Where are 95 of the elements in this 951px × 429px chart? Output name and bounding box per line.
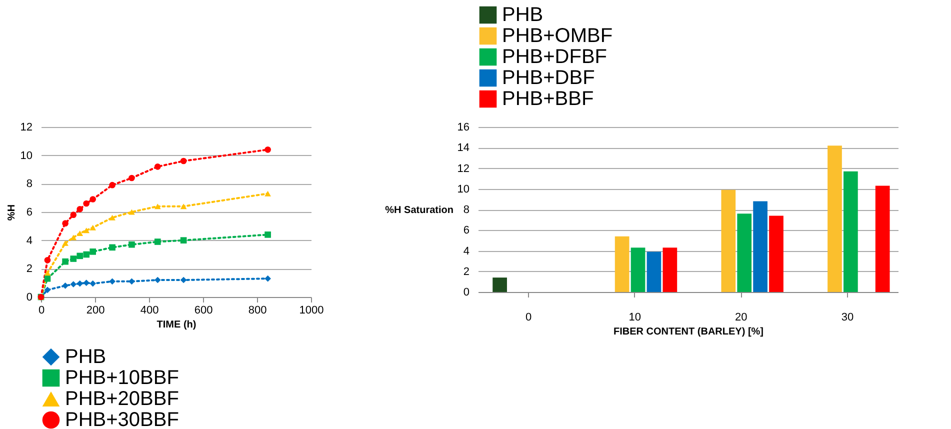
point	[70, 234, 77, 240]
point	[109, 182, 116, 188]
bar	[753, 201, 768, 292]
y-tick-label: 6	[26, 206, 32, 218]
point	[70, 256, 77, 262]
point	[83, 200, 90, 207]
legend-label: PHB+20BBF	[65, 388, 179, 410]
y-tick-label: 10	[457, 183, 470, 196]
point	[70, 281, 77, 288]
y-tick-label: 12	[20, 122, 32, 134]
point	[62, 258, 68, 265]
point	[180, 276, 187, 284]
point	[62, 282, 68, 289]
x-tick-label: 1000	[299, 304, 324, 316]
point	[76, 230, 84, 236]
y-tick-label: 2	[463, 266, 470, 278]
point	[128, 278, 135, 285]
point	[264, 232, 271, 238]
y-tick-label: 8	[463, 204, 470, 216]
bar	[646, 252, 662, 292]
point	[154, 164, 161, 170]
point	[62, 220, 68, 226]
bar	[614, 236, 630, 292]
y-axis-title: %H	[6, 204, 18, 221]
bar	[721, 190, 736, 292]
point	[90, 248, 96, 255]
point	[154, 204, 161, 210]
point	[90, 224, 96, 230]
legend-label: PHB+DFBF	[502, 46, 608, 68]
point	[70, 212, 77, 218]
legend-label: PHB+DBF	[502, 67, 595, 89]
legend-label: PHB+30BBF	[65, 409, 179, 429]
point	[154, 276, 161, 284]
y-tick-label: 12	[457, 162, 470, 175]
point	[83, 280, 90, 286]
x-tick-label: 20	[735, 312, 748, 324]
point	[44, 286, 51, 294]
bar	[662, 248, 678, 292]
x-tick-label: 0	[525, 312, 532, 324]
point	[264, 275, 271, 282]
point	[128, 241, 135, 248]
point	[62, 240, 68, 246]
point	[76, 252, 84, 260]
point	[264, 146, 271, 153]
point	[44, 275, 51, 282]
point	[90, 280, 96, 287]
bar	[737, 214, 752, 292]
x-tick-label: 800	[248, 304, 267, 316]
y-tick-label: 6	[463, 224, 470, 237]
point	[180, 158, 187, 164]
bar	[875, 186, 890, 292]
x-tick-label: 400	[140, 304, 159, 316]
x-tick-label: 600	[194, 304, 213, 316]
y-tick-label: 0	[463, 286, 470, 298]
point	[44, 270, 51, 276]
legend-label: PHB	[65, 346, 106, 368]
x-axis-title: FIBER CONTENT (BARLEY) [%]	[614, 326, 764, 338]
point	[109, 214, 116, 220]
y-tick-label: 14	[457, 142, 470, 154]
bar	[492, 278, 507, 292]
bar	[844, 171, 858, 292]
point	[83, 251, 90, 258]
y-tick-label: 16	[457, 122, 470, 134]
y-tick-label: 10	[20, 150, 32, 162]
point	[109, 278, 116, 285]
point	[264, 190, 271, 196]
x-tick-label: 0	[38, 304, 45, 316]
point	[109, 244, 116, 251]
y-tick-label: 8	[26, 178, 32, 190]
point	[180, 204, 187, 210]
y-axis-title: %H Saturation	[385, 205, 454, 216]
point	[154, 238, 161, 245]
point	[180, 237, 187, 244]
y-tick-label: 2	[26, 263, 32, 276]
bar	[769, 216, 784, 292]
legend-label: PHB	[502, 4, 544, 26]
bar	[630, 248, 646, 292]
y-tick-label: 4	[26, 234, 32, 247]
point	[128, 209, 135, 215]
point	[44, 257, 51, 264]
x-tick-label: 200	[86, 304, 105, 316]
x-tick-label: 30	[841, 312, 854, 324]
x-tick-label: 10	[628, 312, 641, 324]
point	[90, 196, 96, 202]
point	[76, 280, 84, 287]
legend-label: PHB+10BBF	[65, 367, 179, 389]
point	[128, 174, 135, 182]
point	[76, 206, 84, 212]
x-axis-title: TIME (h)	[156, 320, 196, 330]
point	[83, 228, 90, 234]
y-tick-label: 4	[463, 245, 470, 258]
y-tick-label: 0	[26, 292, 32, 304]
legend-label: PHB+OMBF	[502, 25, 613, 47]
bar	[828, 146, 842, 292]
legend-label: PHB+BBF	[502, 88, 594, 110]
